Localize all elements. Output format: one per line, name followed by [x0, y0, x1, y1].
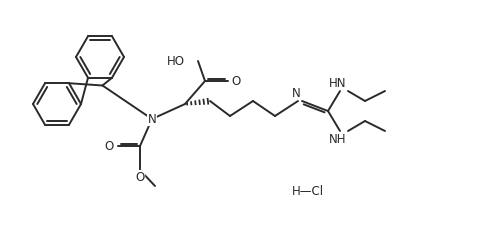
Text: N: N — [291, 86, 300, 100]
Text: HN: HN — [328, 76, 346, 89]
Text: O: O — [104, 139, 113, 152]
Text: HO: HO — [167, 55, 184, 67]
Text: NH: NH — [328, 132, 346, 145]
Text: N: N — [147, 113, 156, 125]
Text: H—Cl: H—Cl — [291, 185, 324, 197]
Text: O: O — [231, 74, 240, 87]
Text: O: O — [135, 171, 144, 184]
